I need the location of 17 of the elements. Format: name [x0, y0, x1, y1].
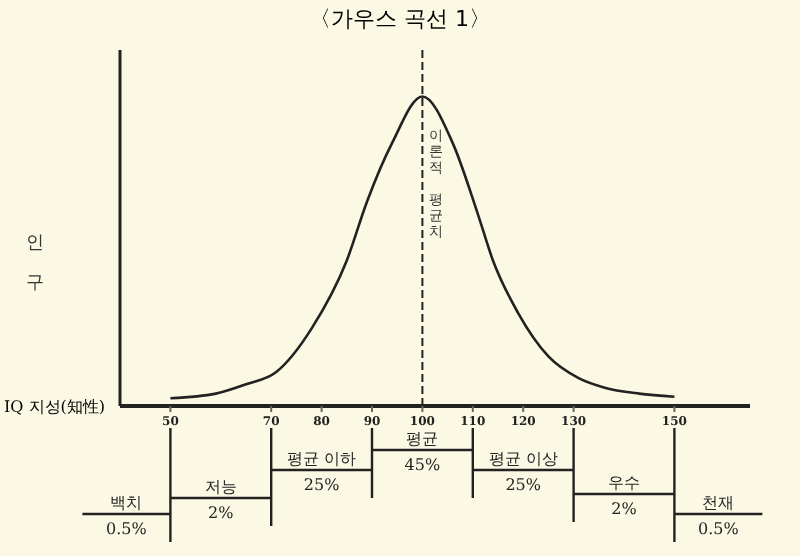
- text: 백치: [110, 494, 143, 512]
- chart-title: 〈가우스 곡선 1〉: [307, 4, 493, 34]
- text: 0.5%: [106, 520, 148, 538]
- text: 평균: [406, 430, 439, 448]
- text: 2%: [208, 504, 235, 522]
- text: 2%: [611, 500, 638, 518]
- text: 45%: [404, 456, 441, 474]
- text: 0.5%: [698, 520, 740, 538]
- x-axis-title: IQ 지성(知性): [4, 396, 106, 418]
- text: 25%: [505, 476, 542, 494]
- y-axis-title: 인구: [24, 220, 46, 304]
- text: 천재: [702, 494, 735, 512]
- text: 저능: [204, 478, 237, 496]
- text: 평균 이상: [488, 450, 558, 468]
- text: 우수: [608, 474, 640, 492]
- text: 평균 이하: [287, 450, 357, 468]
- text: 25%: [303, 476, 341, 494]
